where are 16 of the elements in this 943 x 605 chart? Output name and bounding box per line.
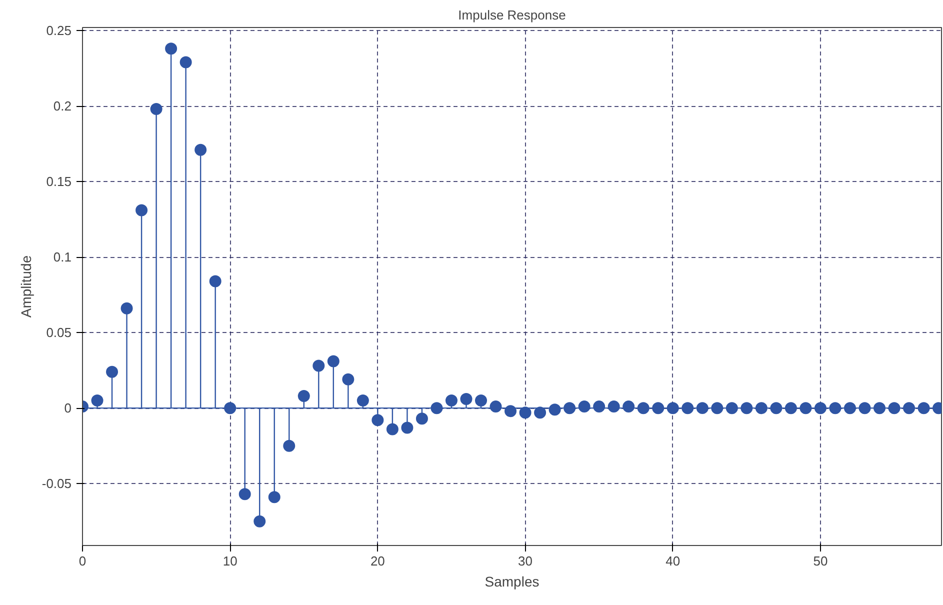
x-axis-title: Samples [484,574,540,590]
y-tick-label: 0.05 [46,325,72,340]
y-tick-label: 0.2 [53,98,72,114]
x-tick-label: 50 [813,554,828,568]
x-tick-label: 40 [666,554,680,568]
y-tick-label: -0.05 [42,476,72,492]
x-tick-label: 30 [518,554,533,568]
y-tick-label: 0.1 [53,250,72,265]
chart-title: Impulse Response [458,8,566,22]
x-tick-label: 20 [370,554,385,568]
y-axis-title: Amplitude [18,255,34,318]
x-tick-label: 10 [222,554,238,568]
y-tick-label: 0 [64,400,72,416]
x-tick-label: 0 [78,554,86,568]
y-tick-label: 0.15 [46,174,72,190]
y-tick-label: 0.25 [46,23,72,38]
